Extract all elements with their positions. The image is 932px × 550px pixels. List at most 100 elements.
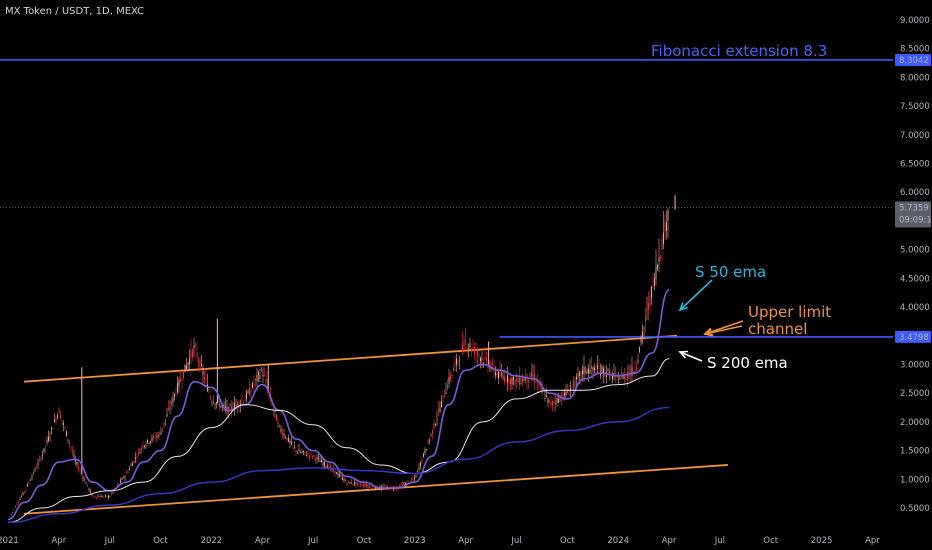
candle-body [177,383,178,392]
candle-body [645,317,646,323]
candle-body [490,368,492,369]
candle-body [352,483,354,485]
candle-body [577,375,579,376]
candle-body [507,374,508,383]
candle-body [253,384,255,385]
candle-body [583,366,585,374]
candle-body [259,375,261,379]
candle-body [274,410,276,412]
candle-body [438,409,439,411]
candle-body [477,350,478,356]
candle-body [514,379,516,385]
candle-body [283,433,285,436]
candle-body [49,436,51,438]
candle-body [207,384,208,392]
candle-body [165,419,166,421]
candle-body [327,466,328,469]
y-tick-label: 9.0000 [900,16,930,26]
candle-body [648,303,649,310]
x-tick-label: Apr [51,536,66,546]
candle-body [453,368,454,371]
candle-body [277,421,279,427]
candle-body [309,455,310,458]
candle-body [145,444,147,446]
ema50-arrow-head [678,302,688,312]
candle-body [337,473,339,476]
candle-body [361,484,363,486]
price-axis[interactable]: 9.0000 8.5000 8.0000 7.5000 7.0000 6.5000 6.00… [895,16,932,514]
candle-body [235,404,237,406]
candle-body [174,394,175,397]
candle-body [486,357,487,362]
candle-body [663,232,664,245]
candle-body [43,448,45,452]
candle-body [36,468,37,469]
candle-body [25,489,27,490]
candle-body [111,493,112,494]
candle-body [240,403,241,406]
candle-body [471,349,472,351]
y-tick-label: 2.0000 [900,418,930,428]
candle-body [504,377,505,382]
candle-body [163,422,165,426]
candle-body [553,401,555,404]
candle-body [544,398,546,399]
candle-body [319,460,321,463]
candle-body [78,467,79,470]
candle-body [517,381,519,383]
x-tick-label: 2023 [404,536,426,546]
candle-body [196,353,198,358]
candle-body [594,367,595,371]
candle-body [358,482,360,484]
candle-body [411,479,412,481]
candle-body [501,373,502,375]
candle-body [162,428,163,430]
candle-body [291,441,292,445]
candle-body [429,439,430,441]
candle-body [549,400,550,402]
channel-lower-line [23,464,728,515]
candle-body [313,455,315,457]
candle-body [568,394,570,396]
candle-body [420,462,421,466]
candle-body [273,408,274,410]
candle-body [129,468,130,470]
candle-body [147,439,148,443]
y-tick-label: 1.5000 [900,447,930,457]
candle-body [601,366,603,373]
time-axis[interactable]: 2021 Apr Jul Oct 2022 Apr Jul Oct 2023 Apr Jul Oct 2… [0,536,880,546]
level-price-badge: 3.4798 [899,333,929,343]
y-tick-label: 6.5000 [900,160,930,170]
x-tick-label: 2022 [201,536,223,546]
upper-limit-arrow-2 [704,320,744,335]
candle-body [534,374,535,381]
candle-body [294,447,295,448]
candle-body [168,408,169,410]
candle-body [30,480,31,482]
ema-series [7,289,670,524]
candle-body [172,397,174,403]
candle-body [198,360,199,363]
candle-body [642,331,643,338]
candle-body [279,425,280,427]
candle-body [460,348,462,350]
candle-body [561,399,562,401]
candle-body [558,398,559,404]
candle-body [156,435,157,437]
upper-limit-arrow-2-head [703,327,714,336]
candle-body [246,393,247,400]
symbol-title[interactable]: MX Token / USDT, 1D, MEXC [5,6,145,17]
candle-body [570,388,571,391]
candle-body [562,392,564,401]
candle-body [70,447,72,448]
candle-body [576,376,577,380]
candle-body [55,418,57,422]
candle-body [189,358,190,365]
candle-body [90,490,91,493]
candle-body [564,392,565,396]
candle-body [348,481,349,482]
y-tick-label: 3.0000 [900,360,930,370]
candle-body [120,480,121,483]
candle-body [516,378,517,381]
